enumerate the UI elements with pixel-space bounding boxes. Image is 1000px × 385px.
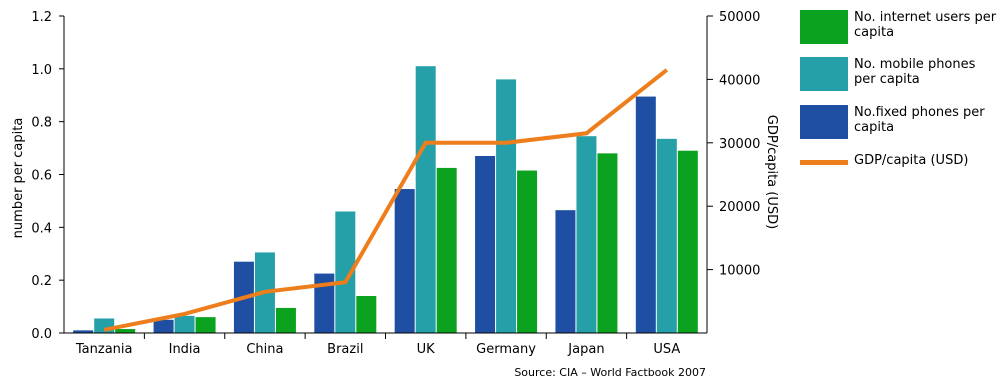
y-tick-label: 0.6 <box>31 169 52 184</box>
y2-tick-label: 50000 <box>719 10 760 25</box>
y-axis-title: number per capita <box>11 118 26 239</box>
legend-swatch-mobile <box>800 57 848 91</box>
x-tick-label: Brazil <box>327 342 363 357</box>
legend-label-fixed: No.fixed phones per capita <box>854 105 985 135</box>
y2-tick-label: 30000 <box>719 137 760 152</box>
legend-label-mobile: No. mobile phones per capita <box>854 57 976 87</box>
bar <box>195 317 216 333</box>
legend-swatch-internet <box>800 10 848 44</box>
bar <box>415 66 436 334</box>
y-tick-label: 0.8 <box>31 116 52 131</box>
source-note: Source: CIA – World Factbook 2007 <box>514 366 706 379</box>
bar <box>656 138 677 333</box>
legend-line-gdp <box>800 160 848 165</box>
x-tick-label: USA <box>653 342 680 357</box>
y-tick-label: 1.0 <box>31 63 52 78</box>
bar <box>475 156 496 333</box>
bar <box>555 210 576 333</box>
bar <box>496 79 517 334</box>
axes-group: 0.0 0.2 0.4 0.6 0.8 1.0 1.2 10000 20000 30000 4000… <box>31 10 760 357</box>
bar <box>394 189 415 333</box>
bar <box>436 167 457 333</box>
y-tick-label: 0.4 <box>31 221 52 236</box>
bar <box>597 153 618 333</box>
bar <box>335 211 356 333</box>
bar <box>73 330 94 333</box>
bar <box>517 170 538 333</box>
x-tick-label: Japan <box>567 342 604 357</box>
x-tick-label: UK <box>417 342 436 357</box>
bar <box>94 318 115 333</box>
legend-label-internet: No. internet users per capita <box>854 10 997 40</box>
legend-swatch-fixed <box>800 105 848 139</box>
bar <box>635 96 656 333</box>
x-tick-label: Germany <box>476 342 536 357</box>
legend-label-gdp: GDP/capita (USD) <box>854 153 969 168</box>
y2-tick-label: 10000 <box>719 264 760 279</box>
y-tick-label: 0.0 <box>31 327 52 342</box>
bar <box>576 136 597 333</box>
bar <box>115 329 136 333</box>
bar <box>275 307 296 333</box>
bars-group <box>73 66 698 334</box>
y2-tick-label: 40000 <box>719 73 760 88</box>
bar <box>153 319 174 333</box>
bar <box>174 315 195 333</box>
bar <box>314 273 335 333</box>
y-tick-label: 1.2 <box>31 10 52 25</box>
y-tick-label: 0.2 <box>31 274 52 289</box>
bar <box>356 296 377 333</box>
gdp-line-group <box>103 68 669 332</box>
gdp-line <box>103 68 669 332</box>
y2-axis-title: GDP/capita (USD) <box>764 115 779 229</box>
y2-tick-label: 20000 <box>719 200 760 215</box>
bar <box>677 150 698 333</box>
x-tick-label: India <box>169 342 201 357</box>
x-tick-label: China <box>246 342 283 357</box>
x-tick-label: Tanzania <box>75 342 133 357</box>
